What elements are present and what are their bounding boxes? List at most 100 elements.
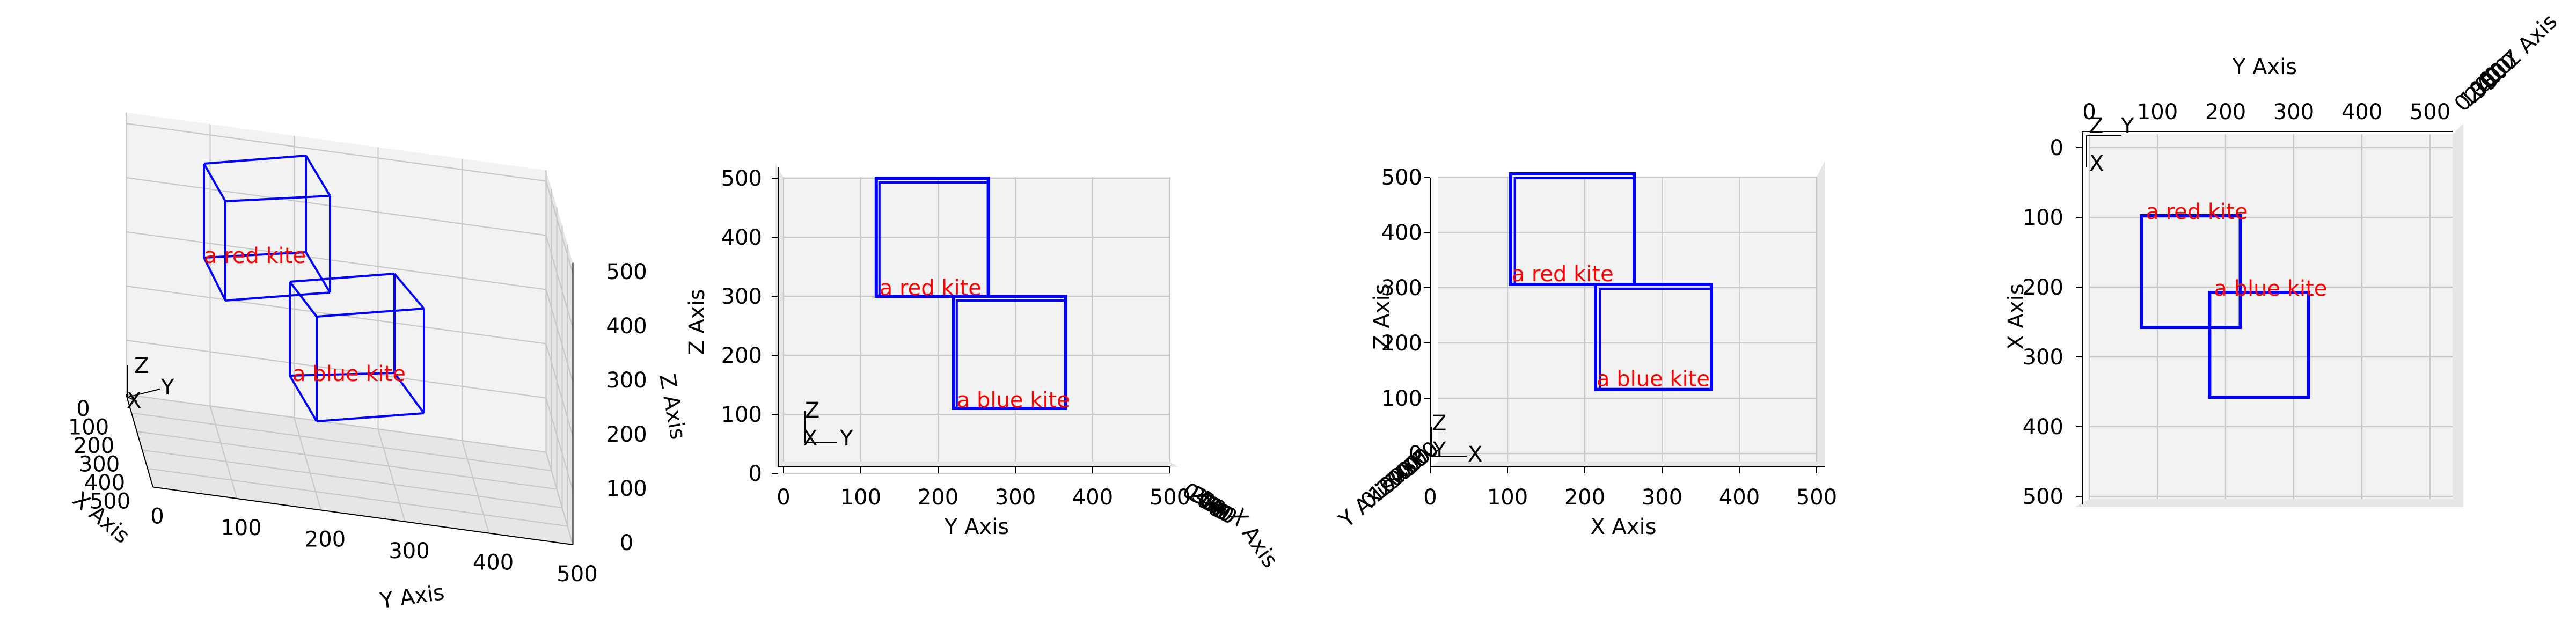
gridline: [377, 429, 406, 522]
vertical-tick-label: 0: [2050, 136, 2063, 160]
gizmo-y-arrow: [127, 389, 160, 398]
box-edge: [289, 281, 318, 318]
depth-axis-label: Z Axis: [2498, 9, 2563, 74]
box-edge: [289, 372, 395, 377]
gridline: [131, 412, 552, 472]
x-axis-line: [126, 394, 153, 487]
side-pane: [2453, 123, 2463, 507]
horizontal-tick-label: 400: [1719, 485, 1760, 510]
gizmo-y-label: Y: [2120, 114, 2134, 138]
gizmo-x-label: X: [2089, 151, 2104, 176]
object-label: a blue kite: [2214, 276, 2327, 301]
object-label: a blue kite: [1597, 367, 1710, 392]
vertical-tick-label: 400: [1381, 221, 1422, 245]
vertical-tick-label: 500: [721, 166, 762, 191]
box-outline: [2208, 291, 2310, 399]
view-front-yz: 0 100 200 300 400 500010020030040050001002003…: [685, 164, 1283, 573]
gridline: [545, 343, 574, 437]
gizmo-y-arrow: [1431, 448, 1440, 457]
gizmo-x-label: X: [803, 426, 817, 451]
horizontal-tick-label: 500: [2410, 100, 2450, 125]
side-pane: [1817, 161, 1825, 467]
vertical-tick-label: 400: [2023, 415, 2063, 440]
horizontal-tick-label: 100: [2137, 100, 2178, 125]
vertical-tick-label: 100: [2023, 206, 2063, 230]
gizmo-y-label: Y: [160, 375, 174, 400]
vertical-axis-label: Z Axis: [685, 289, 709, 355]
floor-pane: [126, 394, 573, 545]
gridline: [545, 398, 574, 491]
box-outline-back: [1599, 288, 1713, 391]
vertical-tick-label: 100: [1381, 386, 1422, 411]
vertical-tick-label: 300: [2023, 345, 2063, 370]
gizmo-z-label: Z: [134, 354, 149, 378]
gridline: [136, 430, 557, 490]
gizmo-z-label: Z: [1432, 411, 1446, 436]
horizontal-tick-label: 200: [918, 485, 958, 510]
z-tick-label: 500: [606, 260, 647, 284]
object-label: a red kite: [204, 244, 306, 268]
horizontal-tick-label: 0: [2082, 100, 2096, 125]
y-tick-label: 0: [150, 504, 164, 529]
vertical-tick-label: 200: [2023, 275, 2063, 300]
vertical-tick-label: 100: [721, 402, 762, 427]
horizontal-tick-label: 0: [1423, 485, 1437, 510]
gridline: [142, 449, 562, 509]
box-edge: [393, 273, 425, 310]
z-tick-label: 400: [606, 314, 647, 339]
gizmo-z-label: Z: [805, 398, 819, 423]
horizontal-tick-label: 500: [1796, 485, 1837, 510]
y-axis-label: Y Axis: [378, 580, 446, 613]
z-tick-label: 300: [606, 368, 647, 393]
box-edge: [203, 155, 306, 165]
gridline: [126, 122, 546, 182]
box-edge: [316, 412, 425, 422]
object-label: a blue kite: [957, 388, 1070, 413]
vertical-tick-label: 400: [721, 225, 762, 250]
side-pane: [546, 170, 573, 545]
gizmo-z-label: Z: [2089, 114, 2103, 138]
back-pane: [126, 112, 546, 452]
vertical-tick-label: 0: [1409, 442, 1422, 466]
gizmo-x-label: X: [1468, 442, 1482, 467]
horizontal-axis-label: Y Axis: [2232, 55, 2297, 79]
box-edge: [393, 372, 425, 414]
x-tick-label: 500: [90, 489, 130, 514]
x-tick-label: 300: [79, 452, 120, 477]
gridline: [545, 235, 574, 328]
vertical-tick-label: 0: [749, 462, 762, 486]
x-tick-label: 200: [74, 434, 114, 458]
back-pane: [784, 177, 1170, 462]
gridline: [545, 452, 574, 545]
depth-axis-label: X Axis: [1225, 504, 1283, 572]
box-edge: [203, 251, 306, 259]
box-edge: [225, 195, 331, 202]
vertical-tick-label: 500: [2023, 485, 2063, 509]
horizontal-tick-label: 400: [2341, 100, 2382, 125]
horizontal-tick-label: 400: [1072, 485, 1113, 510]
gridline: [545, 181, 574, 274]
horizontal-axis-label: Y Axis: [944, 515, 1009, 539]
horizontal-tick-label: 200: [2205, 100, 2246, 125]
gridline: [126, 177, 546, 236]
gridline: [209, 406, 238, 499]
horizontal-axis-label: X Axis: [1590, 515, 1656, 539]
box-outline-back: [1513, 177, 1636, 286]
floor-pane: [1430, 462, 1825, 467]
box-edge: [203, 257, 226, 301]
box-edge: [203, 163, 226, 202]
vertical-tick-label: 200: [721, 343, 762, 368]
z-axis-label: Z Axis: [654, 372, 690, 441]
view-side-xz: 0 100 200 300 400 500010020030040050001002003…: [1334, 161, 1837, 539]
horizontal-tick-label: 300: [995, 485, 1036, 510]
horizontal-tick-label: 100: [840, 485, 881, 510]
box-outline-back: [878, 181, 990, 297]
box-edge: [305, 155, 331, 197]
view-top-xy: 0 100 200 300 400 500010020030040050001002003…: [2004, 9, 2562, 509]
gridline: [126, 393, 546, 453]
gizmo-x-label: X: [127, 389, 141, 413]
x-tick-label: 100: [68, 415, 109, 440]
gridline: [126, 339, 546, 399]
object-label: a blue kite: [292, 362, 406, 386]
